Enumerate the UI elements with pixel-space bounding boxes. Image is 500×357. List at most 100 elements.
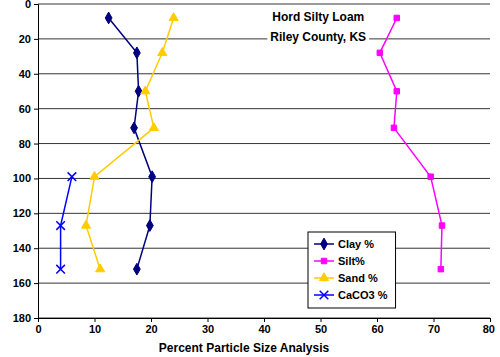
title-background [269, 10, 367, 24]
series-marker [131, 122, 138, 134]
subtitle: Riley County, KS [270, 30, 366, 44]
y-tick: 100 [13, 172, 38, 184]
series-marker [439, 223, 444, 228]
series-marker [56, 265, 65, 274]
grid-line [38, 213, 490, 214]
series-marker [56, 221, 65, 230]
series-marker [158, 48, 167, 56]
y-tick-label: 0 [25, 0, 31, 10]
x-tick: 70 [428, 318, 440, 335]
y-tick: 0 [25, 0, 38, 10]
series-line [109, 18, 153, 269]
y-tick-label: 100 [13, 172, 31, 184]
x-tick: 80 [483, 318, 495, 335]
grid-line [38, 143, 490, 144]
legend-label: Silt% [338, 255, 365, 267]
x-tick: 40 [258, 318, 270, 335]
legend-marker [321, 238, 328, 250]
y-tick-mark [34, 178, 38, 179]
plot: 0204060801001201401601800102030405060708… [13, 0, 495, 335]
y-tick-mark [34, 109, 38, 110]
series-marker [428, 174, 433, 179]
legend-marker [321, 258, 326, 263]
x-tick-label: 80 [483, 323, 495, 335]
x-tick: 20 [145, 318, 157, 335]
x-tick-mark [377, 318, 378, 322]
series-marker [133, 47, 140, 59]
x-tick-mark [264, 318, 265, 322]
series-line [86, 18, 174, 269]
y-tick-mark [34, 39, 38, 40]
series-marker [133, 263, 140, 275]
y-tick: 140 [13, 242, 38, 254]
title: Hord Silty Loam [272, 10, 364, 24]
x-tick-label: 20 [145, 323, 157, 335]
x-tick-label: 30 [202, 323, 214, 335]
grid-line [38, 248, 490, 249]
x-tick: 10 [89, 318, 101, 335]
x-tick-mark [38, 318, 39, 322]
series-marker [394, 88, 399, 93]
grid-line [38, 38, 490, 39]
y-tick-mark [34, 283, 38, 284]
subtitle-group: Riley County, KS [267, 30, 369, 44]
x-tick-label: 10 [89, 323, 101, 335]
x-tick-mark [434, 318, 435, 322]
x-tick: 30 [202, 318, 214, 335]
title-group: Hord Silty Loam [269, 10, 367, 24]
series-marker [141, 86, 150, 94]
y-tick-mark [34, 4, 38, 5]
legend-marker [319, 273, 328, 281]
y-tick: 180 [13, 312, 38, 324]
x-tick-mark [490, 318, 491, 322]
legend-marker [320, 291, 329, 300]
series-marker [391, 125, 396, 130]
legend-label: CaCO3 % [338, 289, 388, 301]
series-marker [146, 220, 153, 232]
grid [38, 4, 490, 318]
subtitle-background [267, 30, 369, 44]
x-tick-label: 40 [258, 323, 270, 335]
x-tick-mark [321, 318, 322, 322]
legend: Clay %Silt%Sand %CaCO3 % [308, 232, 396, 308]
y-tick-label: 120 [13, 207, 31, 219]
series-marker [96, 264, 105, 272]
y-tick-label: 160 [13, 277, 31, 289]
series-marker [105, 12, 112, 24]
x-tick-label: 50 [315, 323, 327, 335]
x-tick: 0 [35, 318, 41, 335]
grid-line [38, 4, 490, 5]
series-marker [149, 171, 156, 183]
grid-line [38, 178, 490, 179]
x-tick-mark [95, 318, 96, 322]
y-tick-mark [34, 318, 38, 319]
y-tick: 120 [13, 207, 38, 219]
y-axis-line [34, 5, 39, 319]
series-marker [149, 123, 158, 131]
x-tick-mark [208, 318, 209, 322]
y-tick-label: 40 [19, 68, 31, 80]
y-tick: 20 [19, 33, 38, 45]
series-marker [135, 85, 142, 97]
legend-box [308, 232, 396, 308]
x-tick-mark [151, 318, 152, 322]
grid-line [38, 73, 490, 74]
y-axis: 020406080100120140160180 [13, 0, 39, 324]
y-tick-mark [34, 213, 38, 214]
y-tick: 40 [19, 68, 38, 80]
grid-line [38, 108, 490, 109]
y-tick-mark [34, 248, 38, 249]
y-tick-label: 20 [19, 33, 31, 45]
y-tick-mark [34, 74, 38, 75]
legend-label: Sand % [338, 272, 378, 284]
series-marker [169, 13, 178, 21]
x-tick-label: 0 [35, 323, 41, 335]
grid-line [38, 283, 490, 284]
y-tick-mark [34, 144, 38, 145]
y-tick: 80 [19, 138, 38, 150]
y-tick-label: 140 [13, 242, 31, 254]
series-line [380, 18, 442, 269]
series-marker [90, 171, 99, 179]
series-marker [377, 50, 382, 55]
x-tick: 50 [315, 318, 327, 335]
